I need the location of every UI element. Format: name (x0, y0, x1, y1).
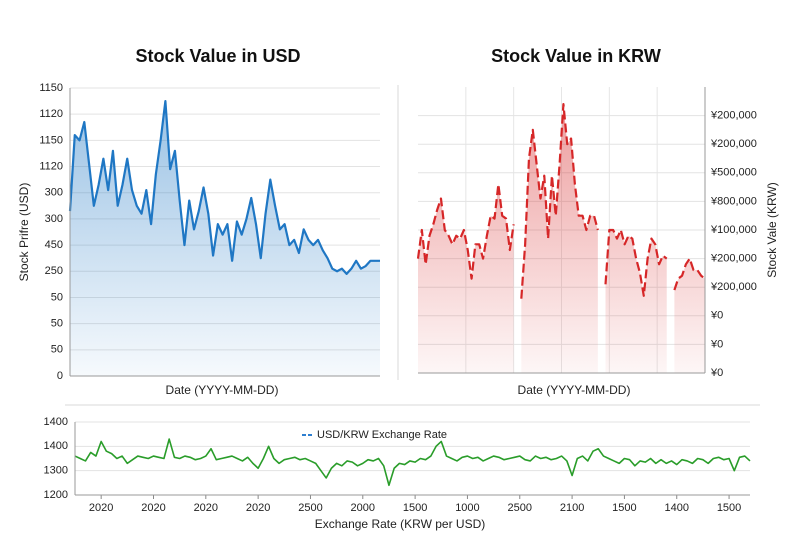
y-tick-label: 1400 (44, 440, 68, 452)
x-tick-label: 2020 (89, 502, 113, 514)
x-axis-label: Date (YYYY-MM-DD) (166, 383, 279, 397)
y-axis-label: Stock Vale (KRW) (765, 182, 779, 278)
y-tick-label: 50 (51, 344, 63, 356)
y-tick-label: 1120 (39, 160, 63, 172)
y-tick-label: ¥200,000 (710, 281, 757, 293)
y-tick-label: ¥0 (710, 367, 723, 379)
x-tick-label: 1500 (612, 502, 636, 514)
y-tick-label: ¥200,000 (710, 253, 757, 265)
x-tick-label: 2020 (194, 502, 218, 514)
y-tick-label: 300 (45, 187, 63, 199)
y-tick-label: ¥200,000 (710, 138, 757, 150)
x-tick-label: 2000 (351, 502, 375, 514)
y-tick-label: 50 (51, 318, 63, 330)
y-tick-label: 1120 (39, 108, 63, 120)
x-tick-label: 2100 (560, 502, 584, 514)
x-tick-label: 1000 (455, 502, 479, 514)
y-tick-label: 1200 (44, 489, 68, 501)
y-tick-label: 300 (45, 213, 63, 225)
y-tick-label: ¥100,000 (710, 224, 757, 236)
y-tick-label: 50 (51, 291, 63, 303)
x-tick-label: 2020 (141, 502, 165, 514)
x-tick-label: 1400 (665, 502, 689, 514)
y-tick-label: 0 (57, 370, 63, 382)
y-tick-label: 250 (45, 265, 63, 277)
y-tick-label: ¥500,000 (710, 167, 757, 179)
y-tick-label: 1150 (39, 82, 63, 94)
y-axis-label: Stock Prifre (USD) (17, 183, 31, 282)
chart-title: Stock Value in KRW (491, 46, 661, 66)
y-tick-label: ¥800,000 (710, 195, 757, 207)
x-tick-label: 2020 (246, 502, 270, 514)
legend-label: USD/KRW Exchange Rate (317, 429, 447, 441)
y-tick-label: ¥200,000 (710, 110, 757, 122)
line (68, 99, 380, 275)
chart-title: Stock Value in USD (135, 46, 300, 66)
line (74, 438, 751, 487)
area (70, 101, 380, 376)
line (416, 103, 706, 299)
x-tick-label: 1500 (403, 502, 427, 514)
y-tick-label: ¥0 (710, 310, 723, 322)
x-axis-label: Exchange Rate (KRW per USD) (315, 517, 486, 531)
y-tick-label: 1400 (44, 416, 68, 428)
x-tick-label: 2500 (508, 502, 532, 514)
x-axis-label: Date (YYYY-MM-DD) (518, 383, 631, 397)
y-tick-label: ¥0 (710, 338, 723, 350)
x-tick-label: 1500 (717, 502, 741, 514)
x-tick-label: 2500 (298, 502, 322, 514)
area (418, 104, 705, 373)
y-tick-label: 1300 (44, 465, 68, 477)
y-tick-label: 450 (45, 239, 63, 251)
y-tick-label: 1150 (39, 134, 63, 146)
